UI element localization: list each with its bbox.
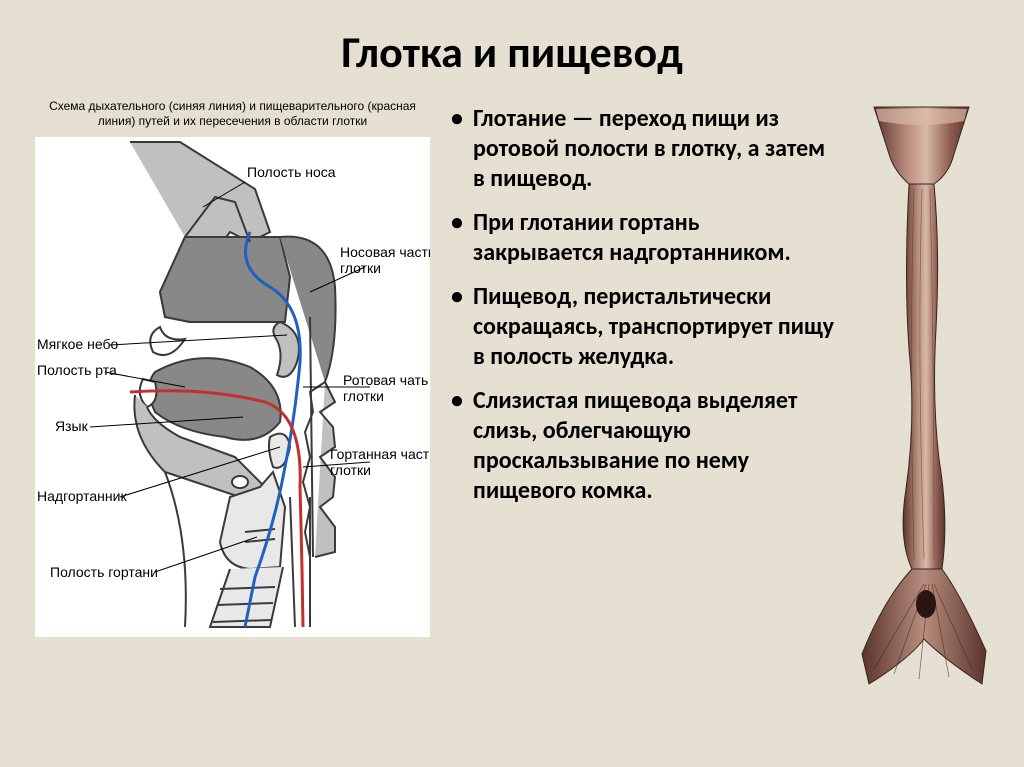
sagittal-diagram-block: Схема дыхательного (синяя линия) и пищев… — [35, 99, 430, 637]
label-nasopharynx-2: глотки — [340, 260, 381, 276]
bullet-item: Слизистая пищевода выделяет слизь, облег… — [445, 386, 834, 506]
label-laryngopharynx-1: Гортанная часть — [330, 446, 430, 462]
bullet-item: Глотание — переход пищи из ротовой полос… — [445, 104, 834, 194]
diagram-caption: Схема дыхательного (синяя линия) и пищев… — [35, 99, 430, 129]
label-nasal-cavity: Полость носа — [247, 164, 336, 180]
label-nasopharynx-1: Носовая часть — [340, 244, 430, 260]
bullet-item: При глотании гортань закрывается надгорт… — [445, 208, 834, 268]
esophagus-illustration-block — [854, 99, 989, 689]
label-epiglottis: Надгортанник — [37, 488, 127, 504]
caption-line-2: линия) путей и их пересечения в области … — [98, 114, 367, 128]
caption-line-1: Схема дыхательного (синяя линия) и пищев… — [49, 99, 416, 113]
bullet-column: Глотание — переход пищи из ротовой полос… — [445, 99, 839, 520]
content-row: Схема дыхательного (синяя линия) и пищев… — [35, 99, 989, 689]
esophagus-svg — [854, 99, 989, 689]
label-larynx-cavity: Полость гортани — [50, 564, 158, 580]
label-oral-cavity: Полость рта — [37, 362, 117, 378]
sagittal-diagram-svg: Полость носа Носовая часть глотки Мягкое… — [35, 137, 430, 637]
label-oropharynx-1: Ротовая чать — [343, 372, 428, 388]
label-oropharynx-2: глотки — [343, 388, 384, 404]
label-laryngopharynx-2: глотки — [330, 462, 371, 478]
bullet-item: Пищевод, перистальтически сокращаясь, тр… — [445, 282, 834, 372]
slide-title: Глотка и пищевод — [35, 25, 989, 79]
label-soft-palate: Мягкое небо — [37, 336, 118, 352]
label-tongue: Язык — [55, 418, 89, 434]
bullet-list: Глотание — переход пищи из ротовой полос… — [445, 104, 834, 506]
